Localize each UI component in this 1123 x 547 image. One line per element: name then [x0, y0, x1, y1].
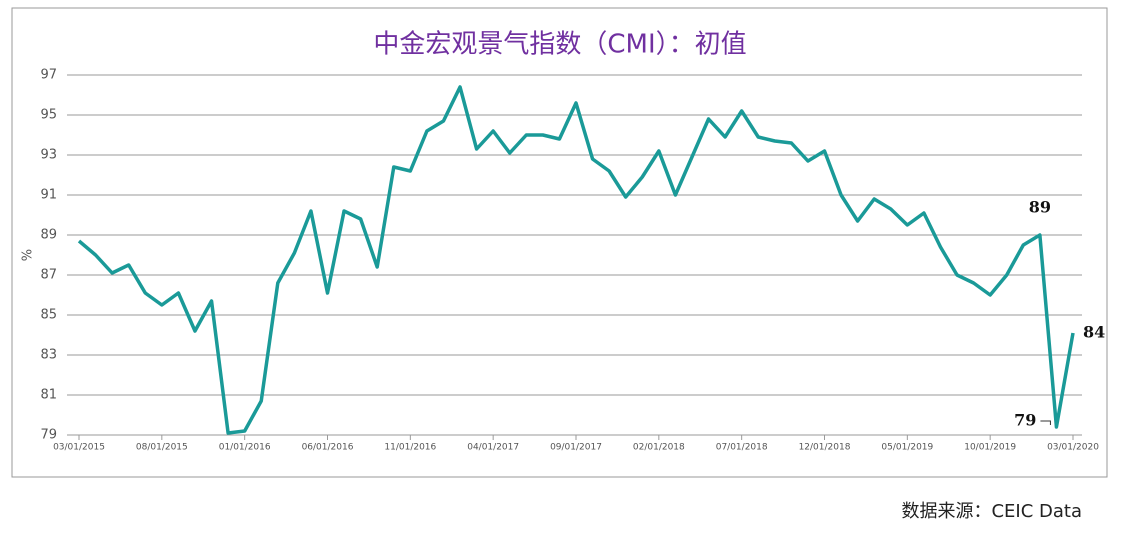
- y-tick-label: 87: [40, 268, 57, 283]
- x-tick-label: 05/01/2019: [881, 443, 933, 453]
- label-leader: [1040, 420, 1051, 425]
- x-tick-label: 02/01/2018: [633, 443, 685, 453]
- chart-frame: [11, 7, 1108, 478]
- x-tick-label: 11/01/2016: [384, 443, 436, 453]
- y-tick-label: 93: [40, 148, 57, 163]
- x-tick-label: 03/01/2015: [53, 443, 105, 453]
- y-tick-label: 79: [40, 428, 57, 443]
- x-tick-label: 07/01/2018: [716, 443, 768, 453]
- y-tick-label: 97: [40, 68, 57, 83]
- x-tick-label: 03/01/2020: [1047, 443, 1099, 453]
- data-label: 89: [1029, 198, 1051, 217]
- y-tick-label: 81: [40, 388, 57, 403]
- y-axis-label: %: [21, 249, 36, 261]
- y-tick-label: 89: [40, 228, 57, 243]
- x-tick-label: 04/01/2017: [467, 443, 519, 453]
- source-note: 数据来源：CEIC Data: [901, 501, 1082, 522]
- x-tick-label: 12/01/2018: [799, 443, 851, 453]
- chart-title: 中金宏观景气指数（CMI）：初值: [373, 30, 746, 60]
- x-tick-label: 08/01/2015: [136, 443, 188, 453]
- data-label: 79: [1014, 411, 1036, 430]
- y-tick-label: 83: [40, 348, 57, 363]
- data-line: [77, 85, 1075, 435]
- x-tick-label: 01/01/2016: [219, 443, 271, 453]
- data-label: 84: [1083, 323, 1105, 342]
- y-tick-label: 85: [40, 308, 57, 323]
- x-tick-label: 09/01/2017: [550, 443, 602, 453]
- x-tick-label: 10/01/2019: [964, 443, 1016, 453]
- y-tick-label: 91: [40, 188, 57, 203]
- x-tick-label: 06/01/2016: [302, 443, 354, 453]
- y-tick-label: 95: [40, 108, 57, 123]
